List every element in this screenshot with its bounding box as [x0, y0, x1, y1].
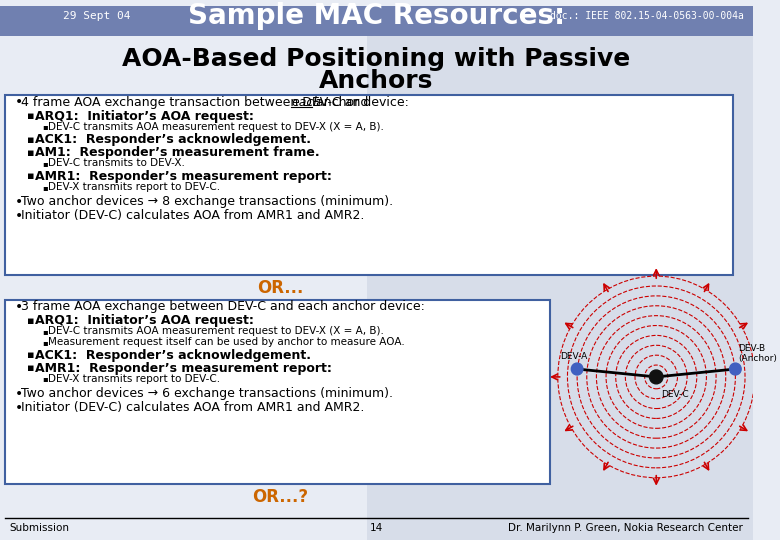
Text: Submission: Submission	[9, 523, 69, 533]
Text: AM1:  Responder’s measurement frame.: AM1: Responder’s measurement frame.	[35, 146, 319, 159]
Text: OR...?: OR...?	[252, 488, 308, 505]
Text: •: •	[15, 401, 23, 415]
Text: ▪: ▪	[27, 134, 34, 145]
Text: AMR1:  Responder’s measurement report:: AMR1: Responder’s measurement report:	[35, 362, 332, 375]
Text: ▪: ▪	[27, 315, 34, 326]
Text: DEV-X transmits report to DEV-C.: DEV-X transmits report to DEV-C.	[48, 182, 221, 192]
Text: OR...: OR...	[257, 279, 303, 297]
Text: ▪: ▪	[42, 374, 48, 383]
Text: DEV-B
(Anchor): DEV-B (Anchor)	[739, 344, 777, 363]
Text: ▪: ▪	[42, 123, 48, 131]
Text: •: •	[15, 300, 23, 314]
Text: Measurement request itself can be used by anchor to measure AOA.: Measurement request itself can be used b…	[48, 338, 405, 347]
Text: ACK1:  Responder’s acknowledgement.: ACK1: Responder’s acknowledgement.	[35, 349, 310, 362]
Text: DEV-A: DEV-A	[561, 352, 588, 361]
Text: 14: 14	[370, 523, 383, 533]
FancyBboxPatch shape	[5, 300, 550, 484]
Text: ARQ1:  Initiator’s AOA request:: ARQ1: Initiator’s AOA request:	[35, 110, 254, 123]
Text: ▪: ▪	[42, 159, 48, 168]
Text: Anchors: Anchors	[319, 70, 434, 93]
Text: Initiator (DEV-C) calculates AOA from AMR1 and AMR2.: Initiator (DEV-C) calculates AOA from AM…	[21, 210, 364, 222]
Text: doc.: IEEE 802.15-04-0563-00-004a: doc.: IEEE 802.15-04-0563-00-004a	[550, 11, 743, 21]
Text: ACK1:  Responder’s acknowledgement.: ACK1: Responder’s acknowledgement.	[35, 133, 310, 146]
Text: •: •	[15, 95, 23, 109]
Text: DEV-C transmits AOA measurement request to DEV-X (X = A, B).: DEV-C transmits AOA measurement request …	[48, 327, 384, 336]
Polygon shape	[367, 6, 753, 540]
Text: DEV-X transmits report to DEV-C.: DEV-X transmits report to DEV-C.	[48, 374, 221, 384]
Text: DEV-C transmits AOA measurement request to DEV-X (X = A, B).: DEV-C transmits AOA measurement request …	[48, 122, 384, 132]
Circle shape	[571, 363, 583, 375]
Text: ARQ1:  Initiator’s AOA request:: ARQ1: Initiator’s AOA request:	[35, 314, 254, 327]
Text: ▪: ▪	[27, 171, 34, 181]
Text: DEV-C transmits to DEV-X.: DEV-C transmits to DEV-X.	[48, 158, 185, 168]
Text: •: •	[15, 209, 23, 223]
Text: •: •	[15, 195, 23, 209]
Text: 29 Sept 04: 29 Sept 04	[62, 11, 130, 21]
Text: Initiator (DEV-C) calculates AOA from AMR1 and AMR2.: Initiator (DEV-C) calculates AOA from AM…	[21, 401, 364, 414]
Circle shape	[729, 363, 741, 375]
Circle shape	[650, 370, 663, 384]
Text: Two anchor devices → 8 exchange transactions (minimum).: Two anchor devices → 8 exchange transact…	[21, 195, 393, 208]
Text: Sample MAC Resources:: Sample MAC Resources:	[188, 2, 565, 30]
Text: DEV-C: DEV-C	[661, 390, 689, 399]
Text: ▪: ▪	[42, 183, 48, 192]
Text: 4 frame AOA exchange transaction between DEV-C and: 4 frame AOA exchange transaction between…	[21, 96, 373, 109]
Text: anchor device:: anchor device:	[312, 96, 409, 109]
Text: 3 frame AOA exchange between DEV-C and each anchor device:: 3 frame AOA exchange between DEV-C and e…	[21, 300, 425, 313]
Text: each: each	[292, 96, 321, 109]
FancyBboxPatch shape	[5, 95, 733, 275]
Text: •: •	[15, 387, 23, 401]
Text: ▪: ▪	[27, 111, 34, 121]
Text: AOA-Based Positioning with Passive: AOA-Based Positioning with Passive	[122, 46, 630, 71]
Text: ▪: ▪	[27, 350, 34, 360]
Text: AMR1:  Responder’s measurement report:: AMR1: Responder’s measurement report:	[35, 170, 332, 183]
Text: ▪: ▪	[27, 363, 34, 373]
Text: Dr. Marilynn P. Green, Nokia Research Center: Dr. Marilynn P. Green, Nokia Research Ce…	[509, 523, 743, 533]
Text: Two anchor devices → 6 exchange transactions (minimum).: Two anchor devices → 6 exchange transact…	[21, 387, 393, 400]
Text: ▪: ▪	[42, 338, 48, 347]
Polygon shape	[0, 6, 753, 36]
Text: ▪: ▪	[42, 327, 48, 336]
Text: ▪: ▪	[27, 147, 34, 158]
